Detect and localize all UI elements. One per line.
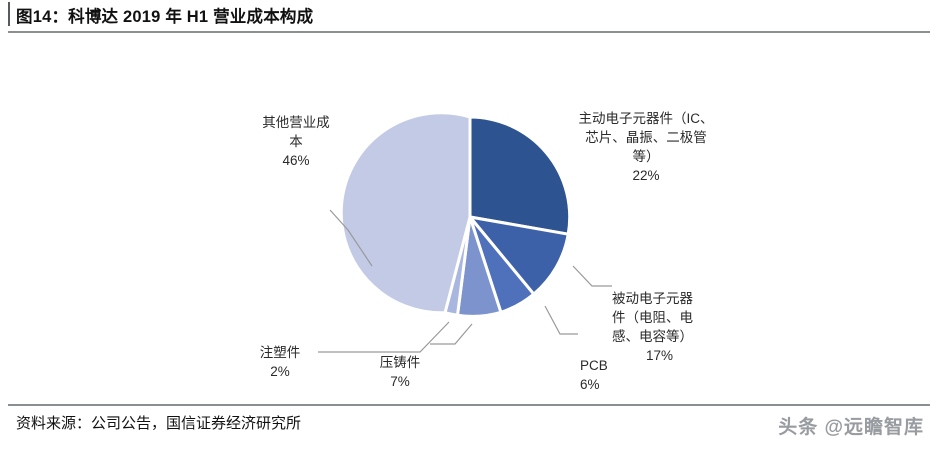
- pie-label-other-operating-cost-percent: 46%: [282, 153, 310, 168]
- pie-label-active-components-percent: 22%: [632, 168, 660, 183]
- pie-label-injection-molding-text: 注塑件: [259, 345, 301, 360]
- leader-line-diecasting: [430, 323, 473, 345]
- title-divider: [8, 31, 930, 33]
- pie-label-other-operating-cost: 其他营业成 本 46%: [236, 94, 356, 189]
- pie-slice-active-components[interactable]: [468, 115, 572, 236]
- leader-line-passive: [572, 265, 612, 287]
- pie-label-injection-molding: 注塑件 2%: [240, 324, 320, 400]
- pie-label-active-components: 主动电子元器件（IC、 芯片、晶振、二极管 等） 22%: [556, 90, 736, 204]
- pie-label-pcb: PCB 6%: [580, 337, 650, 413]
- figure-header: 图14：科博达 2019 年 H1 营业成本构成: [0, 0, 938, 30]
- pie-chart-svg: [318, 111, 612, 353]
- footer-divider: [8, 404, 930, 406]
- pie-label-passive-components-percent: 17%: [646, 348, 674, 363]
- pie-slice-other-operating-cost[interactable]: [339, 111, 472, 315]
- pie-label-die-casting: 压铸件 7%: [360, 334, 440, 410]
- pie-label-die-casting-percent: 7%: [390, 374, 410, 389]
- pie-label-injection-molding-percent: 2%: [270, 364, 290, 379]
- pie-label-other-operating-cost-text: 其他营业成 本: [262, 115, 330, 149]
- page-title: 图14：科博达 2019 年 H1 营业成本构成: [16, 8, 314, 26]
- leader-line-other: [329, 209, 373, 267]
- leader-line-injection: [318, 321, 450, 353]
- pie-slices: [339, 111, 572, 318]
- pie-label-active-components-text: 主动电子元器件（IC、 芯片、晶振、二极管 等）: [578, 111, 714, 164]
- pie-label-pcb-text: PCB: [580, 358, 608, 373]
- pie-label-passive-components-text: 被动电子元器 件（电阻、电 感、电容等）: [612, 291, 693, 344]
- title-left-rule: [8, 2, 10, 26]
- watermark-label: 头条 @远瞻智库: [778, 417, 924, 438]
- pie-label-pcb-percent: 6%: [580, 377, 600, 392]
- pie-label-passive-components: 被动电子元器 件（电阻、电 感、电容等） 17%: [612, 270, 762, 365]
- pie-chart-area: 主动电子元器件（IC、 芯片、晶振、二极管 等） 22% 被动电子元器 件（电阻…: [0, 34, 938, 402]
- pie-leader-lines: [318, 209, 612, 353]
- leader-line-pcb: [544, 305, 578, 335]
- pie-label-die-casting-text: 压铸件: [379, 355, 421, 370]
- source-note: 资料来源：公司公告，国信证券经济研究所: [16, 415, 302, 432]
